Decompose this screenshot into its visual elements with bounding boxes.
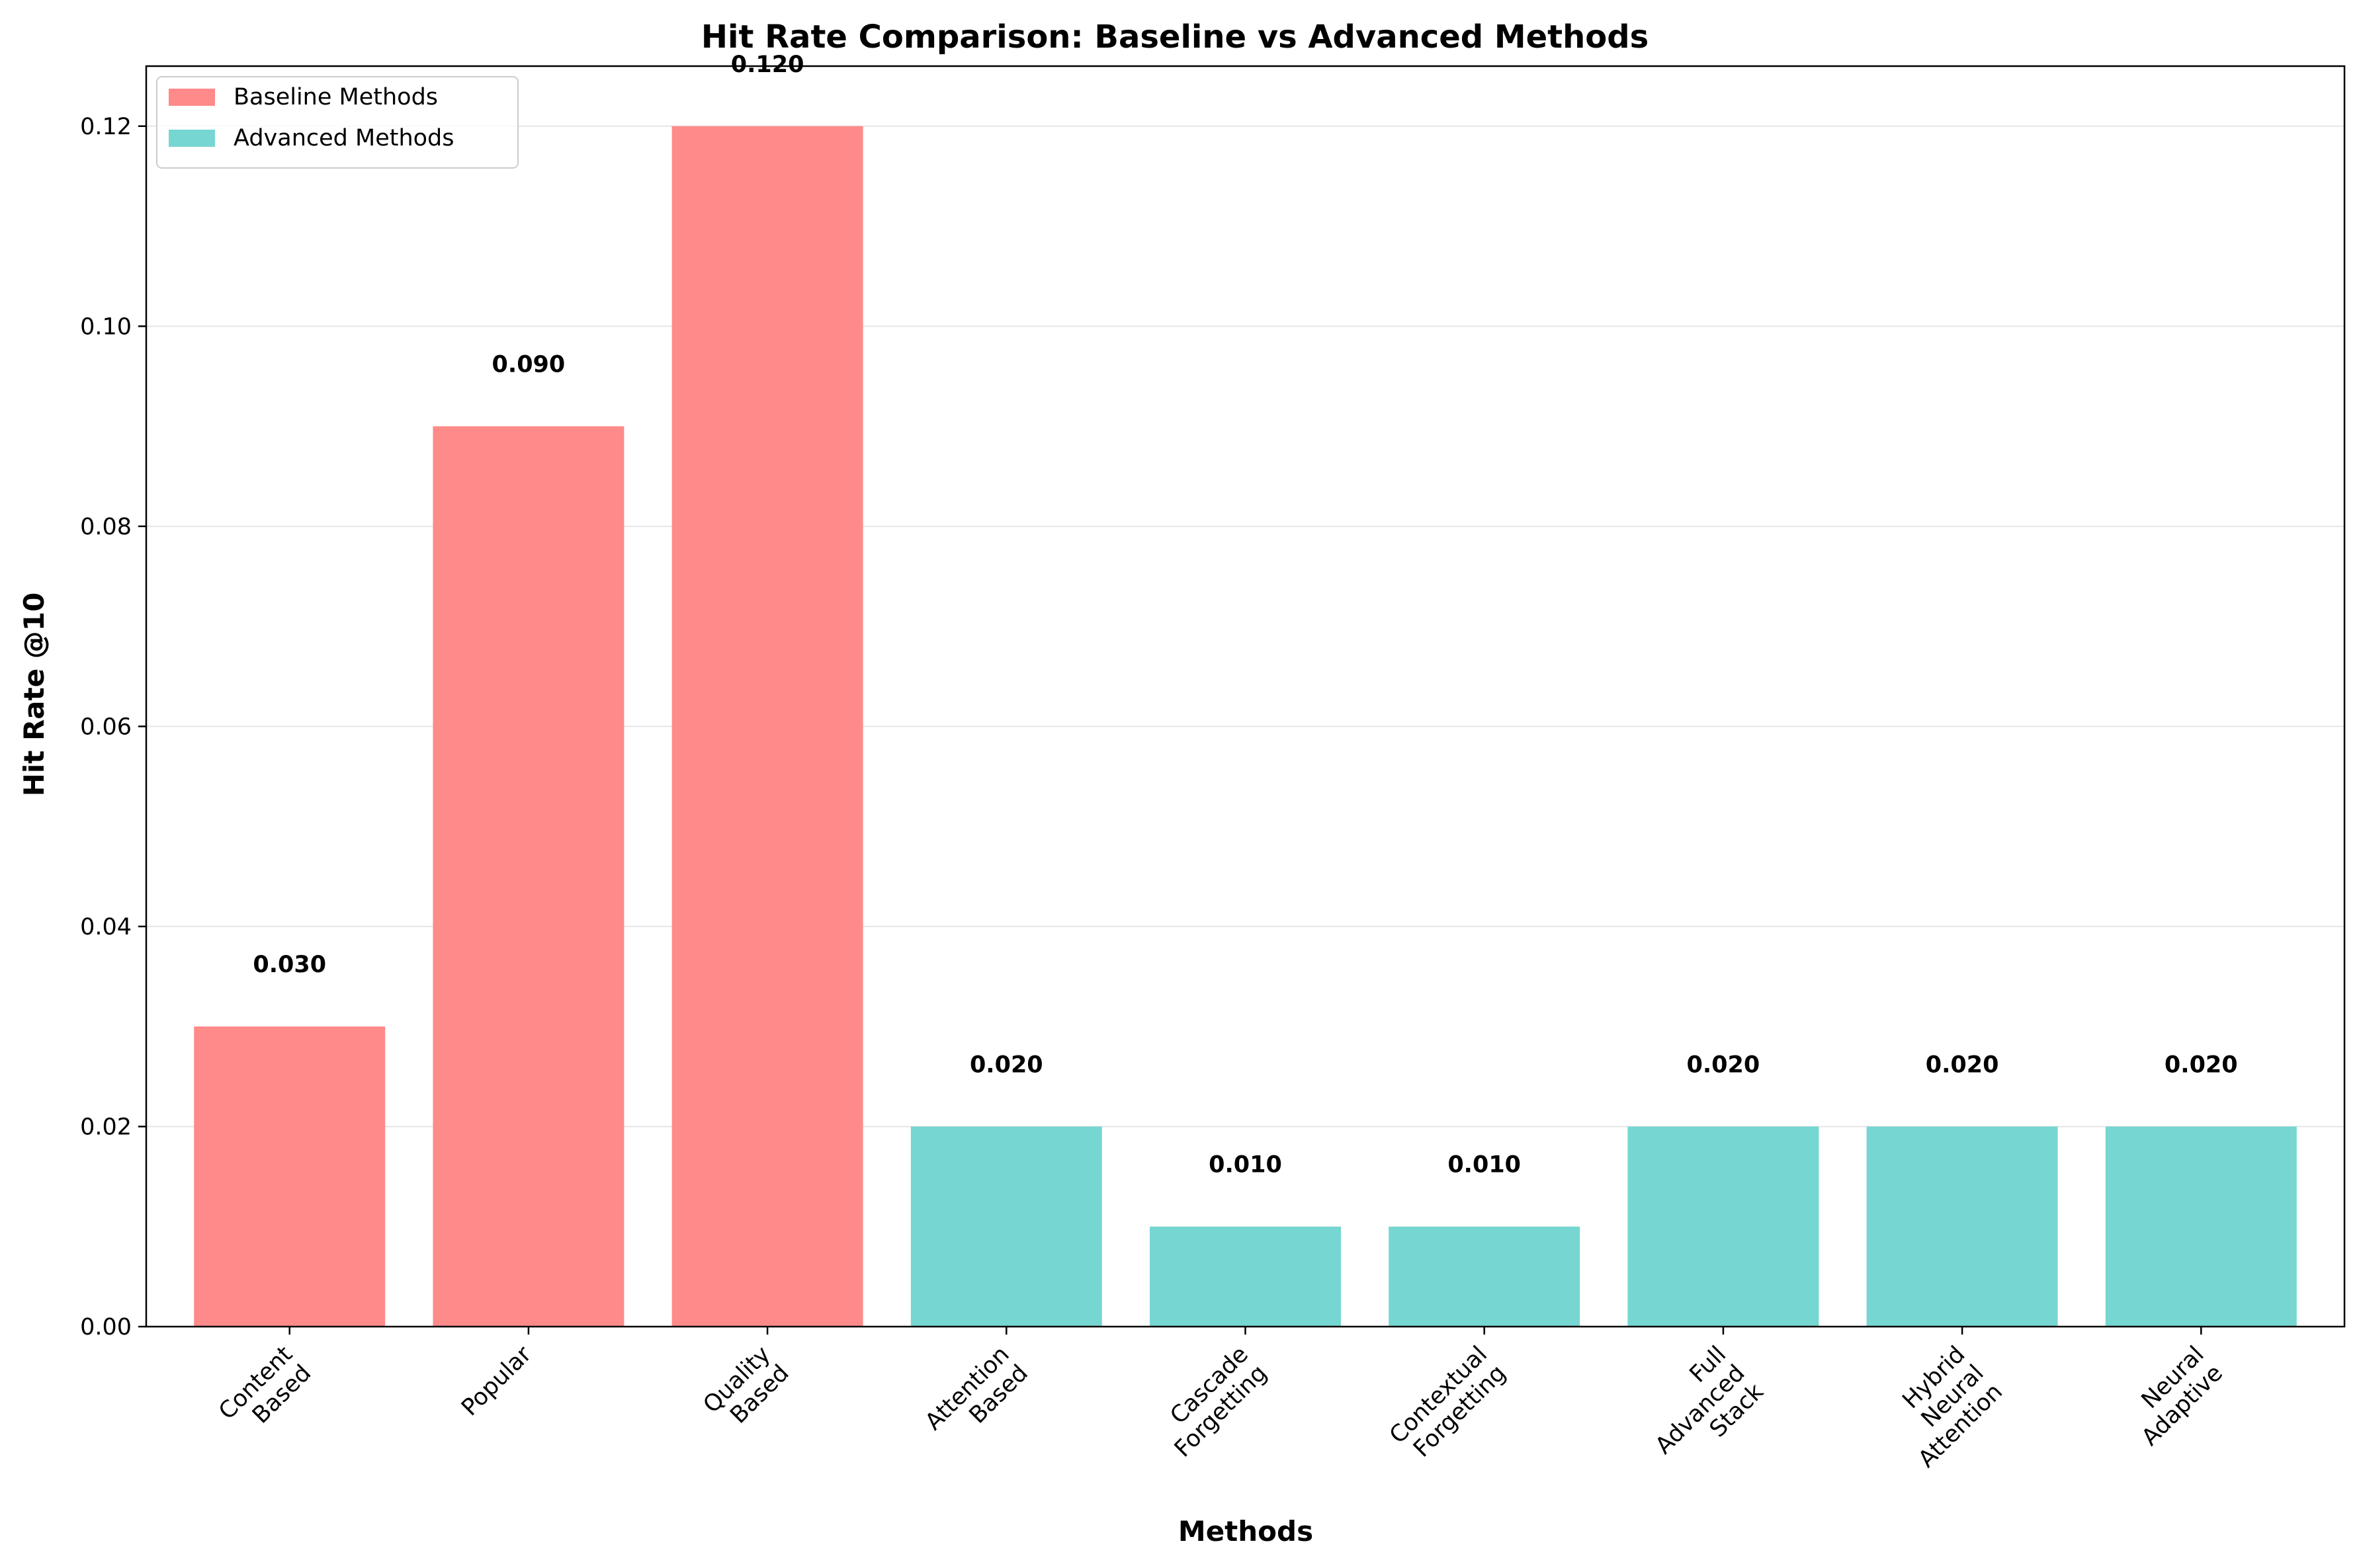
bar bbox=[671, 126, 863, 1327]
legend-frame bbox=[156, 76, 519, 169]
legend-entry: Baseline Methods bbox=[234, 84, 438, 110]
bar-value-label: 0.010 bbox=[1209, 1152, 1282, 1178]
bar bbox=[910, 1126, 1102, 1327]
x-tick-label: ContentBased bbox=[214, 1341, 316, 1444]
bar-value-label: 0.010 bbox=[1447, 1152, 1521, 1178]
bar-value-label: 0.090 bbox=[492, 352, 566, 378]
bar-value-label: 0.020 bbox=[2165, 1052, 2238, 1078]
bars bbox=[194, 126, 2297, 1327]
bar bbox=[1389, 1226, 1580, 1327]
legend-swatch bbox=[169, 89, 215, 106]
bar-value-label: 0.120 bbox=[731, 52, 804, 78]
legend-entry: Advanced Methods bbox=[234, 125, 454, 151]
y-tick-label: 0.08 bbox=[80, 514, 132, 540]
bar bbox=[2105, 1126, 2297, 1327]
y-tick-label: 0.02 bbox=[80, 1114, 132, 1140]
x-tick-label: HybridNeuralAttention bbox=[1876, 1341, 2008, 1473]
bar bbox=[433, 426, 624, 1327]
bar bbox=[194, 1026, 386, 1327]
bar bbox=[1627, 1126, 1819, 1327]
x-tick-label: CascadeForgetting bbox=[1151, 1341, 1272, 1462]
x-axis-ticks: ContentBased Popular QualityBased Attention… bbox=[214, 1327, 2228, 1479]
y-tick-label: 0.00 bbox=[80, 1314, 132, 1341]
y-axis-ticks: 0.00 0.02 0.04 0.06 0.08 0.10 0.12 bbox=[80, 114, 146, 1341]
x-tick-label: ContextualForgetting bbox=[1385, 1341, 1511, 1467]
y-tick-label: 0.12 bbox=[80, 114, 132, 140]
bar-value-labels: 0.030 0.090 0.120 0.020 0.010 0.010 0.020 0.020… bbox=[253, 52, 2237, 1178]
x-tick-label: Popular bbox=[456, 1341, 537, 1422]
bar bbox=[1866, 1126, 2058, 1327]
y-tick-label: 0.10 bbox=[80, 313, 132, 340]
x-tick-label: QualityBased bbox=[699, 1341, 795, 1437]
bar-value-label: 0.020 bbox=[1687, 1052, 1760, 1078]
x-tick-label: AttentionBased bbox=[920, 1341, 1033, 1454]
chart-title: Hit Rate Comparison: Baseline vs Advance… bbox=[701, 19, 1649, 56]
legend-swatch bbox=[169, 130, 215, 147]
bar-value-label: 0.030 bbox=[253, 952, 326, 978]
bar-value-label: 0.020 bbox=[1926, 1052, 1999, 1078]
y-tick-label: 0.06 bbox=[80, 714, 132, 740]
bar-value-label: 0.020 bbox=[970, 1052, 1043, 1078]
legend: Baseline Methods Advanced Methods bbox=[156, 76, 519, 169]
x-tick-label: FullAdvancedStack bbox=[1632, 1341, 1770, 1479]
x-tick-label: NeuralAdaptive bbox=[2118, 1341, 2228, 1451]
bar bbox=[1150, 1226, 1341, 1327]
x-axis-label: Methods bbox=[1178, 1515, 1313, 1547]
y-tick-label: 0.04 bbox=[80, 914, 132, 940]
y-axis-label: Hit Rate @10 bbox=[18, 593, 50, 797]
